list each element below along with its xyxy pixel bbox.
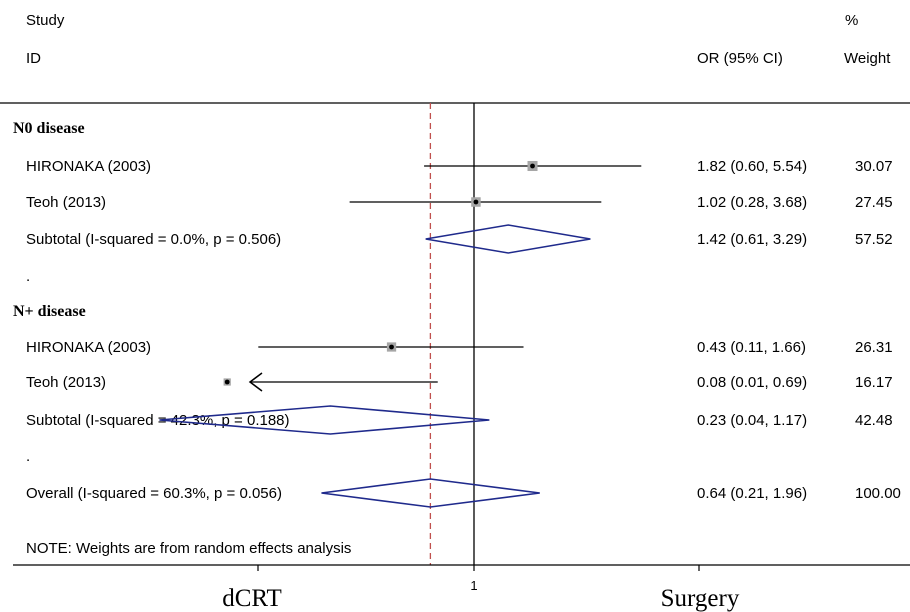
subtotal-weight: 57.52	[855, 231, 893, 248]
study-header: Study	[26, 12, 65, 29]
surgery-label: Surgery	[661, 585, 740, 612]
overall-label: Overall (I-squared = 60.3%, p = 0.056)	[26, 485, 282, 502]
study-label: Teoh (2013)	[26, 194, 106, 211]
study-weight: 27.45	[855, 194, 893, 211]
study-weight: 30.07	[855, 158, 893, 175]
point-estimate	[530, 163, 535, 169]
x-tick-label: 1	[470, 578, 477, 593]
study-ci-text: 1.02 (0.28, 3.68)	[697, 194, 807, 211]
study-weight: 16.17	[855, 374, 893, 391]
or-ci-header: OR (95% CI)	[697, 50, 783, 67]
percent-header: %	[845, 12, 858, 29]
point-estimate	[473, 199, 479, 205]
truncation-arrow	[248, 372, 263, 392]
study-label: HIRONAKA (2003)	[26, 158, 151, 175]
study-ci-text: 0.43 (0.11, 1.66)	[697, 339, 806, 356]
subtotal-ci-text: 0.23 (0.04, 1.17)	[697, 412, 807, 429]
study-label: HIRONAKA (2003)	[26, 339, 151, 356]
group-label: N+ disease	[13, 303, 86, 320]
point-estimate	[389, 344, 394, 350]
spacer-dot: .	[26, 268, 30, 285]
overall-weight: 100.00	[855, 485, 901, 502]
note-text: NOTE: Weights are from random effects an…	[26, 540, 351, 557]
overall-ci-text: 0.64 (0.21, 1.96)	[697, 485, 807, 502]
group-label: N0 disease	[13, 120, 85, 137]
subtotal-weight: 42.48	[855, 412, 893, 429]
subtotal-diamond	[425, 224, 591, 254]
study-label: Teoh (2013)	[26, 374, 106, 391]
dcrt-label: dCRT	[222, 585, 282, 612]
overall-diamond	[321, 478, 540, 508]
study-weight: 26.31	[855, 339, 893, 356]
subtotal-diamond	[159, 405, 490, 435]
study-ci-text: 0.08 (0.01, 0.69)	[697, 374, 807, 391]
id-header: ID	[26, 50, 41, 67]
weight-header: Weight	[844, 50, 891, 67]
point-estimate	[224, 379, 230, 385]
rows-layer: N0 disease HIRONAKA (2003) 1.82 (0.60, 5.5…	[13, 103, 901, 565]
subtotal-ci-text: 1.42 (0.61, 3.29)	[697, 231, 807, 248]
subtotal-label: Subtotal (I-squared = 42.3%, p = 0.188)	[26, 412, 290, 429]
study-ci-text: 1.82 (0.60, 5.54)	[697, 158, 807, 175]
subtotal-label: Subtotal (I-squared = 0.0%, p = 0.506)	[26, 231, 281, 248]
spacer-dot: .	[26, 448, 30, 465]
